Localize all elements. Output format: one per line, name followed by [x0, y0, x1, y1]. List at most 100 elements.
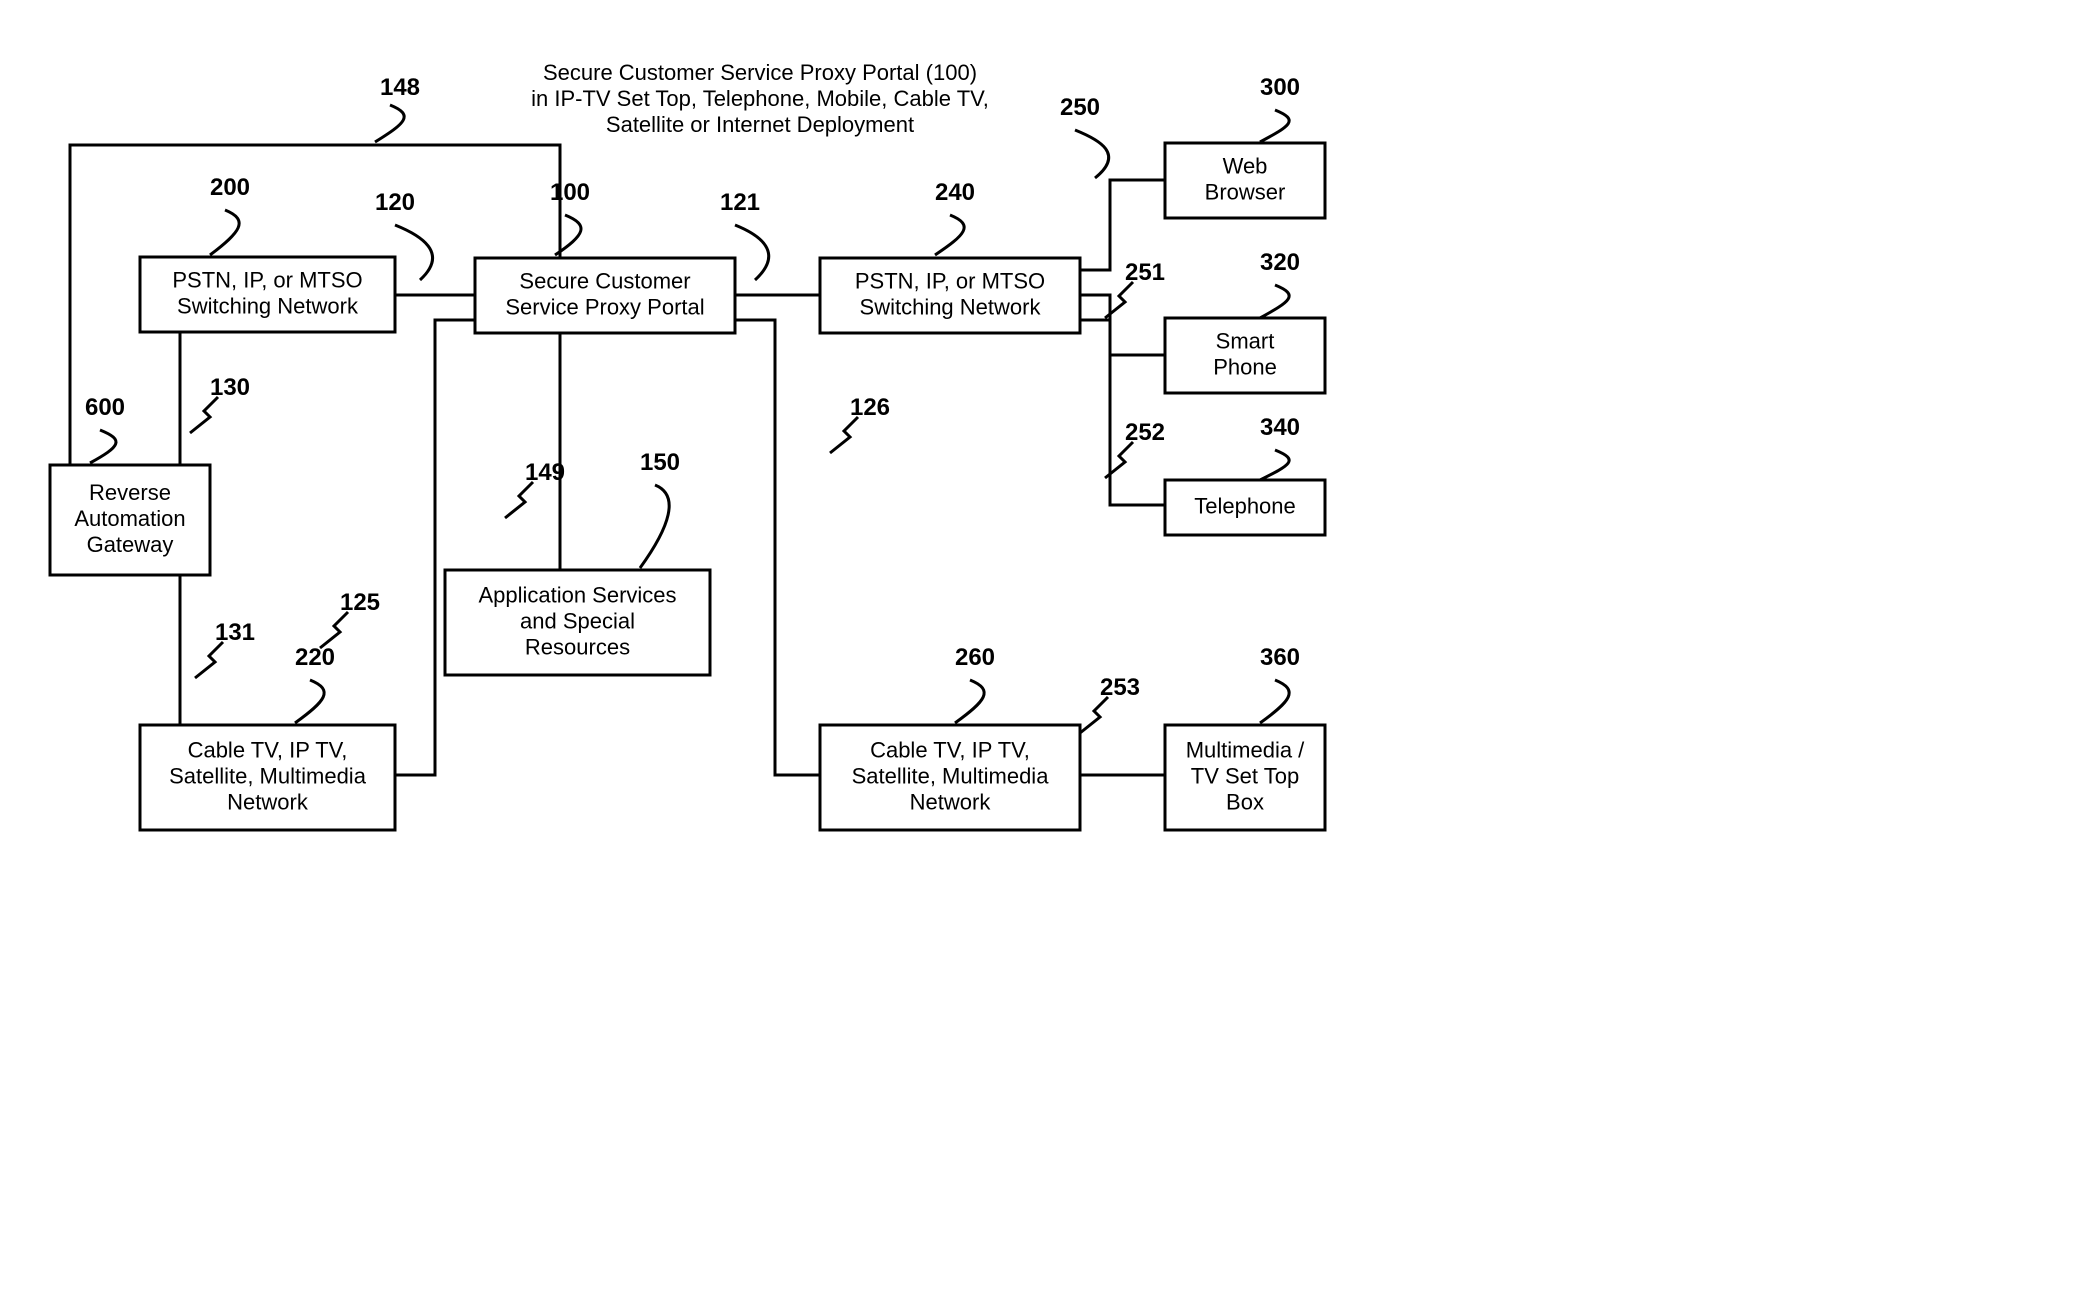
ref-squiggle: [830, 417, 858, 453]
ref-252: 252: [1105, 419, 1165, 478]
ref-label: 150: [640, 449, 680, 476]
ref-label: 250: [1060, 94, 1100, 121]
ref-hook: [640, 485, 669, 568]
connector: [1080, 180, 1165, 270]
ref-131: 131: [195, 619, 255, 678]
node-n220: Cable TV, IP TV,Satellite, MultimediaNet…: [140, 725, 395, 830]
node-label: Cable TV, IP TV,: [870, 737, 1030, 762]
node-label: Web: [1223, 153, 1268, 178]
node-n260: Cable TV, IP TV,Satellite, MultimediaNet…: [820, 725, 1080, 830]
node-n300: WebBrowser: [1165, 143, 1325, 218]
ref-label: 149: [525, 459, 565, 486]
ref-251: 251: [1105, 259, 1165, 318]
ref-hook: [935, 215, 964, 255]
node-label: Switching Network: [860, 294, 1042, 319]
node-n150: Application Servicesand SpecialResources: [445, 570, 710, 675]
ref-label: 252: [1125, 419, 1165, 446]
ref-hook: [1260, 110, 1289, 142]
ref-hook: [90, 430, 116, 463]
ref-300: 300: [1260, 74, 1300, 142]
ref-hook: [295, 680, 324, 723]
ref-squiggle: [505, 482, 533, 518]
diagram-title: Secure Customer Service Proxy Portal (10…: [531, 60, 989, 137]
ref-label: 600: [85, 394, 125, 421]
node-label: Network: [910, 789, 992, 814]
ref-label: 320: [1260, 249, 1300, 276]
node-label: Browser: [1205, 179, 1286, 204]
node-n360: Multimedia /TV Set TopBox: [1165, 725, 1325, 830]
ref-600: 600: [85, 394, 125, 463]
connector: [735, 320, 820, 775]
node-label: PSTN, IP, or MTSO: [172, 267, 362, 292]
connector: [395, 320, 475, 775]
nodes: ReverseAutomationGateway PSTN, IP, or MTS…: [50, 143, 1325, 830]
node-label: Satellite, Multimedia: [169, 763, 367, 788]
title-line: in IP-TV Set Top, Telephone, Mobile, Cab…: [531, 86, 989, 111]
ref-240: 240: [935, 179, 975, 255]
node-n240: PSTN, IP, or MTSOSwitching Network: [820, 258, 1080, 333]
ref-label: 253: [1100, 674, 1140, 701]
ref-340: 340: [1260, 414, 1300, 480]
ref-squiggle: [1080, 697, 1108, 733]
ref-260: 260: [955, 644, 995, 723]
ref-squiggle: [190, 397, 218, 433]
ref-label: 125: [340, 589, 380, 616]
ref-149: 149: [505, 459, 565, 518]
ref-label: 300: [1260, 74, 1300, 101]
ref-hook: [395, 225, 433, 280]
ref-label: 130: [210, 374, 250, 401]
ref-label: 121: [720, 189, 760, 216]
node-label: Reverse: [89, 480, 171, 505]
ref-hook: [735, 225, 769, 280]
ref-label: 240: [935, 179, 975, 206]
ref-squiggle: [195, 642, 223, 678]
node-label: Gateway: [87, 532, 174, 557]
connector: [1080, 320, 1165, 505]
node-label: TV Set Top: [1191, 763, 1299, 788]
ref-label: 126: [850, 394, 890, 421]
node-n600: ReverseAutomationGateway: [50, 465, 210, 575]
node-label: Box: [1226, 789, 1264, 814]
ref-148: 148: [375, 74, 420, 142]
ref-hook: [1075, 130, 1109, 178]
ref-label: 360: [1260, 644, 1300, 671]
ref-hook: [955, 680, 984, 723]
ref-squiggle: [320, 612, 348, 648]
node-label: Smart: [1216, 328, 1275, 353]
node-label: Telephone: [1194, 493, 1296, 518]
node-label: Secure Customer: [519, 268, 690, 293]
ref-label: 120: [375, 189, 415, 216]
title-line: Satellite or Internet Deployment: [606, 112, 914, 137]
node-label: Service Proxy Portal: [505, 294, 704, 319]
node-label: Resources: [525, 634, 630, 659]
ref-label: 220: [295, 644, 335, 671]
ref-150: 150: [640, 449, 680, 568]
node-n340: Telephone: [1165, 480, 1325, 535]
ref-200: 200: [210, 174, 250, 255]
ref-100: 100: [550, 179, 590, 255]
ref-130: 130: [190, 374, 250, 433]
ref-125: 125: [320, 589, 380, 648]
ref-360: 360: [1260, 644, 1300, 723]
ref-hook: [1260, 450, 1289, 480]
node-label: Multimedia /: [1186, 737, 1305, 762]
ref-label: 251: [1125, 259, 1165, 286]
ref-label: 340: [1260, 414, 1300, 441]
ref-hook: [375, 105, 404, 142]
ref-label: 131: [215, 619, 255, 646]
node-label: Automation: [74, 506, 185, 531]
ref-253: 253: [1080, 674, 1140, 733]
ref-label: 260: [955, 644, 995, 671]
ref-126: 126: [830, 394, 890, 453]
ref-hook: [210, 210, 239, 255]
node-label: Application Services: [478, 582, 676, 607]
node-label: Phone: [1213, 354, 1277, 379]
node-label: Network: [227, 789, 309, 814]
ref-250: 250: [1060, 94, 1109, 178]
ref-label: 100: [550, 179, 590, 206]
node-label: and Special: [520, 608, 635, 633]
node-label: PSTN, IP, or MTSO: [855, 268, 1045, 293]
edges: [70, 145, 1165, 775]
node-label: Satellite, Multimedia: [852, 763, 1050, 788]
node-n320: SmartPhone: [1165, 318, 1325, 393]
